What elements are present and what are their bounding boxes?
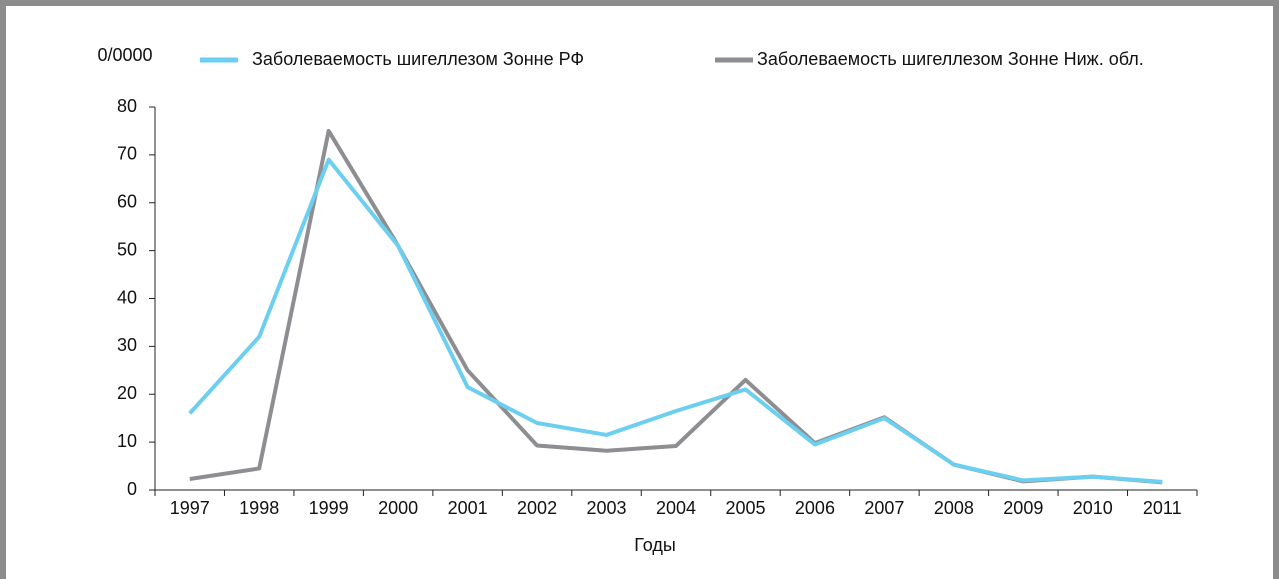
x-tick-label: 2009 bbox=[1003, 498, 1043, 518]
x-tick-label: 2010 bbox=[1073, 498, 1113, 518]
x-tick-label: 1998 bbox=[239, 498, 279, 518]
y-tick-label: 80 bbox=[117, 96, 137, 116]
y-tick-label: 50 bbox=[117, 239, 137, 259]
y-tick-label: 60 bbox=[117, 192, 137, 212]
x-tick-label: 2011 bbox=[1143, 498, 1182, 518]
y-axis-label: 0/0000 bbox=[97, 45, 152, 65]
x-tick-label: 2004 bbox=[656, 498, 696, 518]
legend-label: Заболеваемость шигеллезом Зонне РФ bbox=[252, 49, 584, 69]
x-tick-label: 2005 bbox=[725, 498, 765, 518]
y-tick-label: 0 bbox=[127, 479, 137, 499]
y-tick-label: 30 bbox=[117, 335, 137, 355]
x-axis-label: Годы bbox=[634, 535, 676, 555]
y-tick-label: 40 bbox=[117, 287, 137, 307]
x-tick-label: 2008 bbox=[934, 498, 974, 518]
legend-label: Заболеваемость шигеллезом Зонне Ниж. обл… bbox=[757, 49, 1144, 69]
x-tick-label: 2000 bbox=[378, 498, 418, 518]
x-tick-label: 2003 bbox=[587, 498, 627, 518]
x-tick-label: 1999 bbox=[309, 498, 349, 518]
y-tick-label: 70 bbox=[117, 144, 137, 164]
x-tick-label: 2002 bbox=[517, 498, 557, 518]
x-tick-label: 2007 bbox=[864, 498, 904, 518]
series-line bbox=[188, 157, 1163, 484]
x-tick-label: 2006 bbox=[795, 498, 835, 518]
x-tick-label: 1997 bbox=[170, 498, 210, 518]
y-tick-label: 20 bbox=[117, 383, 137, 403]
x-tick-label: 2001 bbox=[448, 498, 488, 518]
y-tick-label: 10 bbox=[117, 431, 137, 451]
series-line bbox=[189, 128, 1163, 485]
